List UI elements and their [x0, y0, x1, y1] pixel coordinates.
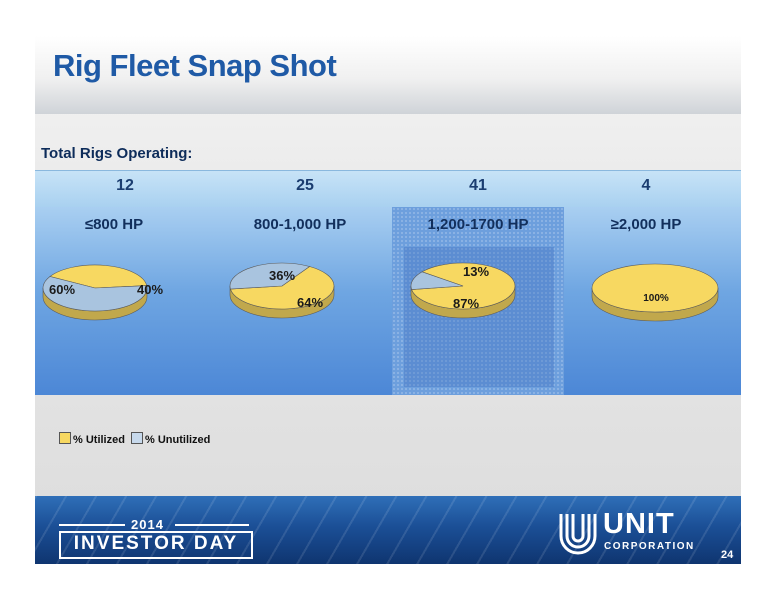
pie-data-label: 60%: [49, 282, 75, 297]
footer-band: [35, 496, 741, 564]
legend-swatch-unutilized: [131, 432, 143, 444]
pie-chart: 40% 60%: [42, 264, 163, 321]
logo-name: UNIT: [603, 508, 675, 540]
legend-label: % Utilized: [73, 434, 125, 446]
legend-item-utilized: % Utilized: [59, 432, 125, 446]
pie-slice-unutilized: [410, 271, 464, 290]
pie-slice-utilized: [591, 263, 719, 313]
pie-charts: 40% 60% 64%36% 87% 13% 100%: [42, 262, 719, 322]
year-rule-right: [175, 524, 249, 526]
legend-label: % Unutilized: [145, 434, 211, 446]
pie-data-label: 13%: [463, 264, 489, 279]
year-rule-left: [59, 524, 125, 526]
header-band: [35, 36, 741, 114]
pie-chart: 100%: [591, 263, 719, 322]
pie-data-label: 100%: [643, 293, 669, 304]
pie-slice-utilized: [230, 266, 335, 310]
rig-count: 12: [116, 177, 134, 194]
rig-count: 41: [469, 177, 487, 194]
pie-slice-unutilized: [42, 276, 148, 312]
rig-count: 25: [296, 177, 314, 194]
category-label: ≤800 HP: [84, 216, 144, 233]
page-number: 24: [721, 549, 734, 561]
unit-logo-icon: [559, 514, 597, 555]
footer-pattern: [35, 496, 741, 564]
category-label: 1,200-1700 HP: [427, 216, 529, 233]
total-rigs-label: Total Rigs Operating:: [41, 145, 193, 162]
pie-data-label: 64%: [297, 295, 323, 310]
rig-count: 4: [641, 177, 651, 194]
category-label: ≥2,000 HP: [610, 216, 682, 233]
category-label: 800-1,000 HP: [253, 216, 347, 233]
pie-data-label: 36%: [269, 268, 295, 283]
event-box: [59, 531, 253, 559]
event-name: INVESTOR DAY: [73, 533, 239, 554]
pie-data-label: 40%: [137, 282, 163, 297]
pie-chart: 87% 13%: [410, 262, 516, 319]
pie-chart: 64%36%: [229, 262, 335, 319]
event-year: 2014: [131, 517, 164, 532]
legend-swatch-utilized: [59, 432, 71, 444]
pie-slice-utilized: [411, 262, 516, 310]
pie-slice-unutilized: [229, 262, 311, 290]
pie-data-label: 87%: [453, 296, 479, 311]
page-title: Rig Fleet Snap Shot: [53, 48, 337, 83]
logo-subtitle: CORPORATION: [604, 541, 695, 552]
slide: Rig Fleet Snap Shot Total Rigs Operating…: [35, 36, 741, 564]
pie-slice-utilized: [49, 264, 148, 289]
legend-item-unutilized: % Unutilized: [131, 432, 210, 446]
